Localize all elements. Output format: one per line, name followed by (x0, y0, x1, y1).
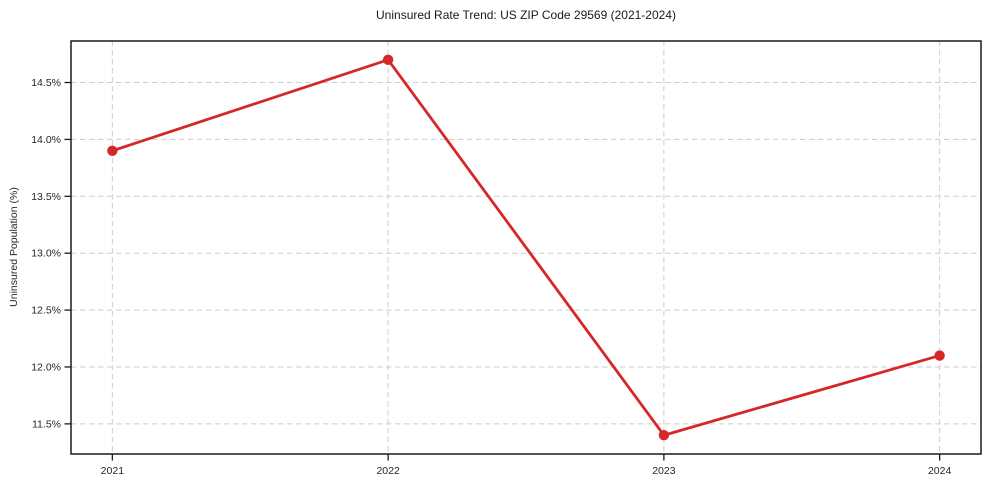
y-tick-label: 13.0% (31, 248, 61, 260)
data-point-marker (382, 54, 394, 65)
chart-title: Uninsured Rate Trend: US ZIP Code 29569 … (376, 8, 676, 22)
data-point-marker (658, 430, 670, 441)
y-tick-label: 11.5% (32, 418, 61, 430)
y-tick-label: 12.0% (31, 361, 61, 373)
data-point-marker (934, 350, 945, 361)
x-tick-label: 2021 (101, 465, 125, 477)
x-tick-label: 2024 (928, 465, 952, 477)
y-tick-label: 14.0% (31, 134, 61, 146)
plot-border (70, 40, 982, 455)
y-tick-label: 12.5% (31, 305, 61, 317)
y-tick-label: 14.5% (31, 77, 61, 89)
trend-line (110, 58, 942, 437)
x-tick-label: 2023 (652, 465, 676, 477)
y-axis-label: Uninsured Population (%) (8, 187, 20, 307)
data-point-marker (107, 145, 118, 156)
x-tick-label: 2022 (376, 465, 400, 477)
y-tick-label: 13.5% (31, 191, 61, 203)
